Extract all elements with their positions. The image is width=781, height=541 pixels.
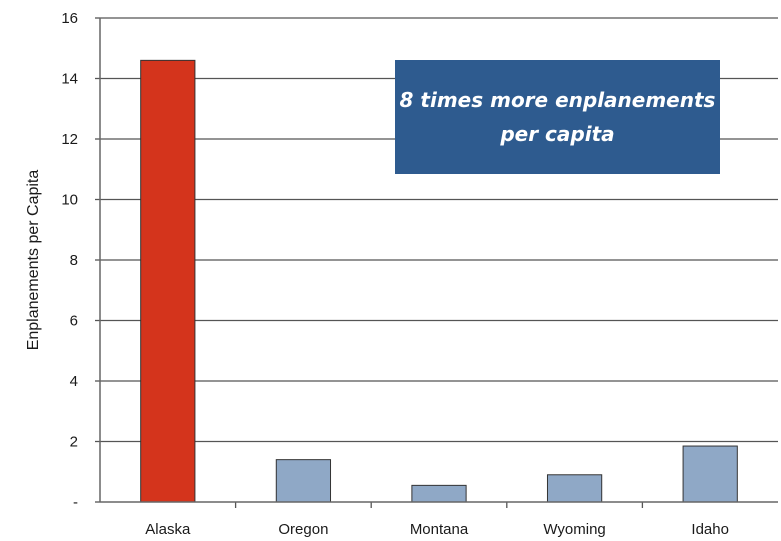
y-tick-label: 16 <box>61 10 78 27</box>
y-tick-label: 2 <box>70 434 78 451</box>
annotation-box: 8 times more enplanements per capita <box>395 60 720 174</box>
x-category-label: Alaska <box>145 521 191 538</box>
annotation-line-1: 8 times more enplanements <box>399 88 716 112</box>
y-tick-label: 6 <box>70 313 78 330</box>
bar-montana <box>411 484 467 503</box>
y-tick-label: 4 <box>70 373 78 390</box>
y-tick-label: 14 <box>61 71 78 88</box>
bar-oregon <box>275 459 332 503</box>
bar-idaho <box>682 445 738 503</box>
y-tick-label: 8 <box>70 252 78 269</box>
x-category-label: Montana <box>410 521 469 538</box>
bar-alaska <box>140 59 196 503</box>
x-category-label: Idaho <box>691 521 729 538</box>
bar-wyoming <box>546 474 603 503</box>
annotation-line-2: per capita <box>500 122 615 146</box>
y-tick-label: 10 <box>61 192 78 209</box>
y-axis-ticks: - 2 4 6 8 10 12 14 16 <box>61 10 100 511</box>
bars <box>140 59 738 503</box>
x-category-label: Oregon <box>278 521 328 538</box>
y-tick-label: 12 <box>61 131 78 148</box>
y-tick-label: - <box>73 494 78 511</box>
x-axis-categories: Alaska Oregon Montana Wyoming Idaho <box>145 502 729 538</box>
y-axis-label: Enplanements per Capita <box>25 170 42 351</box>
x-category-label: Wyoming <box>543 521 605 538</box>
